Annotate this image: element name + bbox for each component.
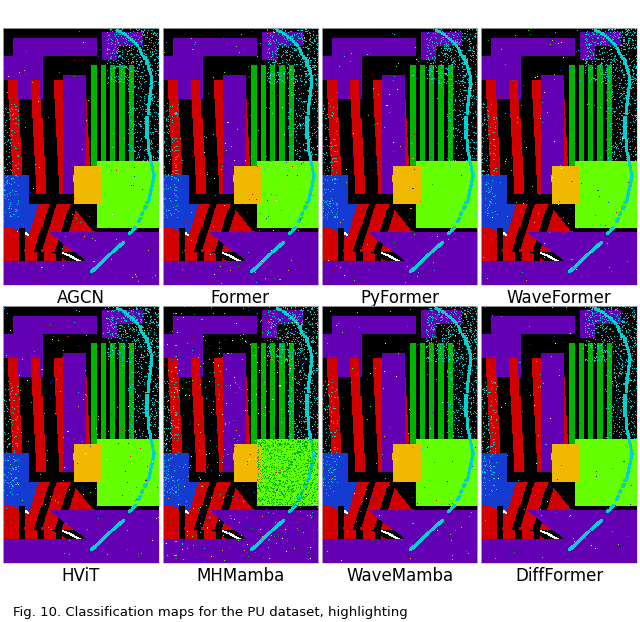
X-axis label: MHMamba: MHMamba [196, 567, 284, 585]
X-axis label: HViT: HViT [61, 567, 100, 585]
X-axis label: WaveMamba: WaveMamba [346, 567, 453, 585]
X-axis label: WaveFormer: WaveFormer [507, 289, 611, 307]
X-axis label: Former: Former [211, 289, 270, 307]
X-axis label: PyFormer: PyFormer [360, 289, 439, 307]
Text: Fig. 10. Classification maps for the PU dataset, highlighting: Fig. 10. Classification maps for the PU … [13, 606, 408, 619]
X-axis label: DiffFormer: DiffFormer [515, 567, 603, 585]
X-axis label: AGCN: AGCN [57, 289, 105, 307]
